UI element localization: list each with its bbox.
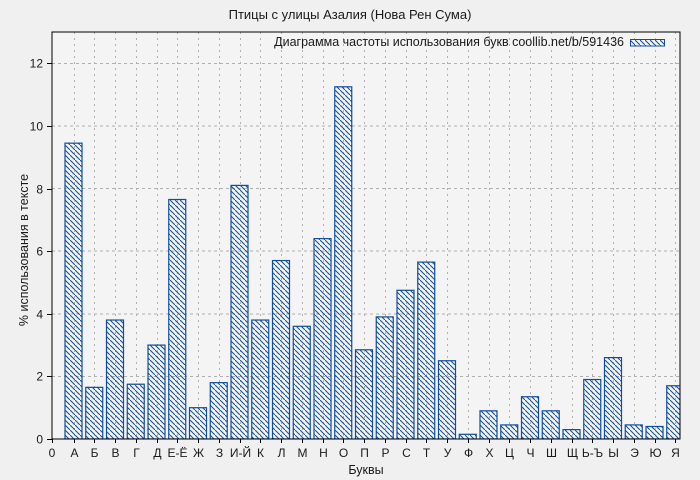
bars-group <box>64 86 680 439</box>
x-tick-label: Ж <box>193 446 204 460</box>
x-tick-label: Ф <box>464 446 473 460</box>
legend-label: Диаграмма частоты использования букв coo… <box>274 35 624 49</box>
bar-Ч <box>520 396 540 439</box>
chart-title: Птицы с улицы Азалия (Нова Рен Сума) <box>228 7 472 22</box>
x-tick-label: У <box>444 446 452 460</box>
bar-П <box>354 349 374 439</box>
plot-border <box>51 31 681 440</box>
y-tick-label: 12 <box>30 57 44 71</box>
y-tick-label: 6 <box>36 245 43 259</box>
bar-Э <box>624 424 643 439</box>
x-tick-label: И-Й <box>230 445 251 460</box>
y-tick-label: 0 <box>36 433 43 447</box>
y-tick-label: 4 <box>36 308 43 322</box>
x-origin-label: 0 <box>49 446 56 460</box>
x-tick-label: О <box>339 446 348 460</box>
x-tick-label: П <box>360 446 369 460</box>
x-tick-label: Н <box>319 446 328 460</box>
x-tick-label: Х <box>485 446 493 460</box>
y-tick-label: 8 <box>36 183 43 197</box>
bar-Т <box>417 261 436 439</box>
bar-Ь-Ъ <box>583 378 602 439</box>
bar-Ж <box>188 407 208 439</box>
x-tick-label: Е-Ё <box>167 446 187 460</box>
x-tick-label: С <box>402 446 411 460</box>
bar-Н <box>313 238 332 439</box>
x-tick-label: Д <box>153 446 161 460</box>
x-tick-label: Б <box>91 446 99 460</box>
bar-Б <box>85 386 104 439</box>
bar-Х <box>479 410 498 439</box>
bar-Ю <box>645 425 664 439</box>
x-tick-label: В <box>111 446 119 460</box>
bar-Д <box>147 344 166 439</box>
bar-Щ <box>562 429 581 439</box>
bar-У <box>437 360 457 439</box>
x-tick-label: Щ <box>567 446 578 460</box>
bar-Ф <box>458 433 477 439</box>
x-tick-label: Э <box>630 446 639 460</box>
bar-З <box>209 382 228 439</box>
bar-Р <box>375 316 394 439</box>
x-tick-label: Я <box>671 446 680 460</box>
bar-Я <box>666 385 680 439</box>
bar-М <box>292 325 311 439</box>
x-axis-label: Буквы <box>348 463 384 477</box>
legend-sample-swatch <box>630 39 665 47</box>
x-tick-label: Г <box>133 446 140 460</box>
bar-И-Й <box>230 184 249 439</box>
bar-В <box>105 319 125 439</box>
bar-О <box>334 86 353 439</box>
y-axis-label: % использования в тексте <box>17 173 31 327</box>
bar-А <box>64 142 83 439</box>
bar-С <box>396 289 415 439</box>
x-tick-label: А <box>70 446 78 460</box>
bar-Е-Ё <box>168 198 187 439</box>
x-tick-label: Ь-Ъ <box>582 446 603 460</box>
x-tick-label: Ш <box>546 446 557 460</box>
x-tick-label: Ч <box>527 446 535 460</box>
x-tick-label: Ц <box>505 446 514 460</box>
bar-Ш <box>541 410 560 439</box>
x-tick-label: М <box>298 446 308 460</box>
y-tick-label: 10 <box>30 120 44 134</box>
x-tick-label: Л <box>278 446 286 460</box>
x-tick-label: З <box>216 446 223 460</box>
bar-Л <box>271 259 291 439</box>
x-tick-label: Р <box>381 446 389 460</box>
bar-Г <box>126 383 145 439</box>
x-tick-label: К <box>257 446 264 460</box>
bar-К <box>251 319 270 439</box>
bar-Ц <box>500 424 519 439</box>
x-tick-label: Ы <box>608 446 619 460</box>
bar-Ы <box>603 357 623 439</box>
x-tick-label: Ю <box>649 446 661 460</box>
y-tick-label: 2 <box>36 370 43 384</box>
x-tick-label: Т <box>423 446 431 460</box>
